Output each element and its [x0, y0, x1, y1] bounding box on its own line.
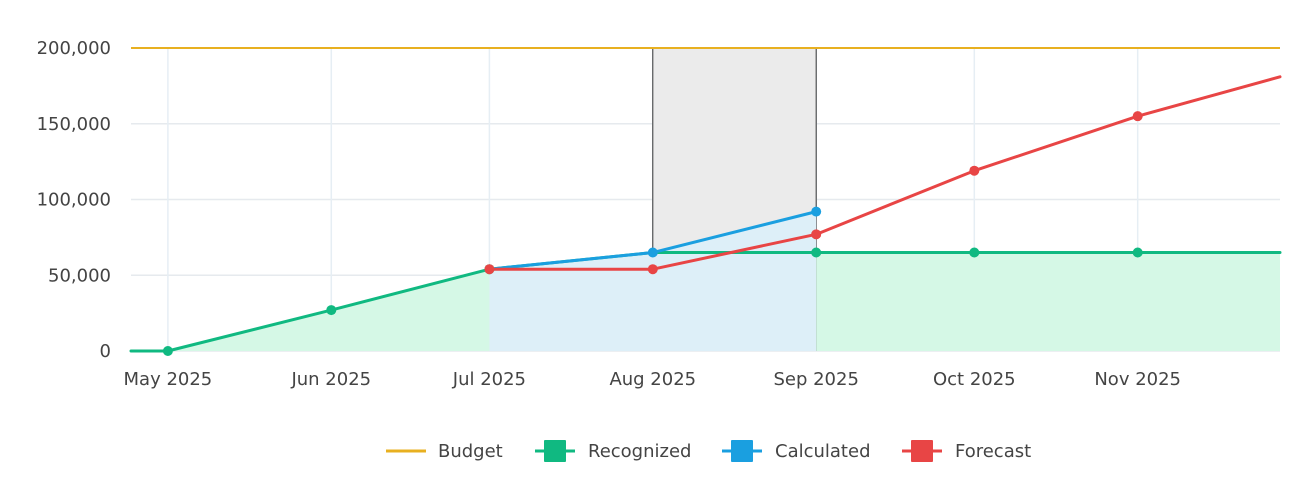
y-axis: 0 50,000 100,000 150,000 200,000: [37, 38, 111, 362]
series-markers: [162, 111, 1143, 356]
legend: Budget Recognized Calculated Forecast: [386, 440, 1031, 462]
calculated-area: [489, 211, 817, 351]
recognized-point: [969, 247, 980, 258]
y-tick-label: 150,000: [37, 114, 111, 135]
y-tick-label: 100,000: [37, 190, 111, 211]
forecast-point: [484, 264, 495, 275]
legend-item-forecast: Forecast: [902, 440, 1031, 462]
recognized-area-after: [816, 252, 1280, 351]
x-tick-label: Sep 2025: [773, 369, 858, 390]
legend-label-budget: Budget: [438, 441, 503, 462]
x-tick-label: Jul 2025: [452, 369, 526, 390]
recognized-area-before: [131, 269, 490, 351]
recognized-point: [1132, 247, 1143, 258]
y-tick-label: 50,000: [48, 265, 111, 286]
recognized-point: [326, 305, 337, 316]
legend-swatch-recognized: [544, 440, 566, 462]
recognized-point: [811, 247, 822, 258]
legend-item-calculated: Calculated: [722, 440, 871, 462]
x-tick-label: May 2025: [124, 369, 213, 390]
x-axis: May 2025 Jun 2025 Jul 2025 Aug 2025 Sep 2025…: [124, 369, 1182, 390]
recognized-point: [162, 346, 173, 356]
forecast-point: [969, 165, 980, 176]
legend-label-forecast: Forecast: [955, 441, 1031, 462]
forecast-point: [811, 229, 822, 240]
legend-swatch-calculated: [731, 440, 753, 462]
legend-label-calculated: Calculated: [775, 441, 871, 462]
forecast-line: [487, 75, 1282, 271]
legend-item-recognized: Recognized: [535, 440, 691, 462]
calculated-point: [811, 206, 822, 217]
legend-label-recognized: Recognized: [588, 441, 691, 462]
area-fills: [131, 211, 1280, 351]
x-tick-label: Aug 2025: [609, 369, 696, 390]
x-tick-label: Nov 2025: [1094, 369, 1181, 390]
legend-item-budget: Budget: [386, 441, 503, 462]
calculated-point: [647, 247, 658, 258]
y-tick-label: 200,000: [37, 38, 111, 59]
x-tick-label: Oct 2025: [933, 369, 1016, 390]
legend-swatch-forecast: [911, 440, 933, 462]
y-tick-label: 0: [100, 341, 111, 362]
x-tick-label: Jun 2025: [290, 369, 371, 390]
forecast-point: [647, 264, 658, 275]
forecast-point: [1132, 111, 1143, 122]
